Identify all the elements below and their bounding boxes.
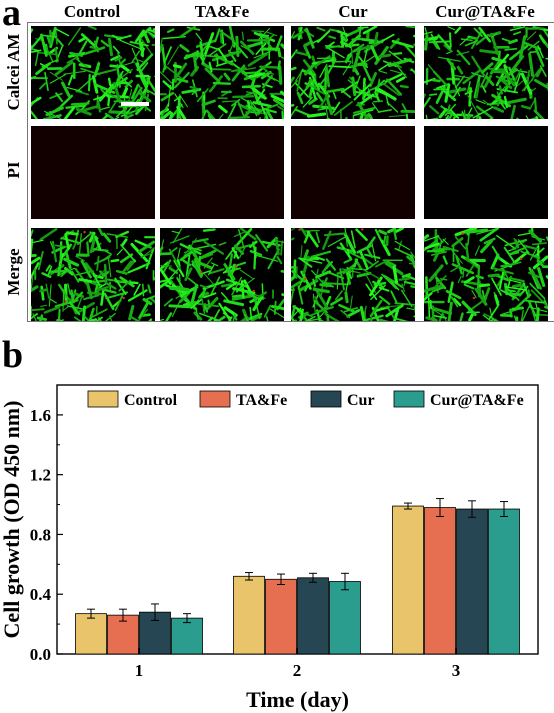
y-axis-label: Cell growth (OD 450 nm) [0,401,24,639]
bar [265,578,297,655]
bar [392,505,424,655]
y-tick-label: 0.0 [30,645,51,664]
legend-swatch [87,390,119,408]
legend-label: Control [124,392,178,409]
micrograph-merge-0 [31,228,155,321]
micrograph-calcein-2 [291,26,415,119]
panel-b-letter: b [2,334,24,376]
column-header-cur-tafe: Cur@TA&Fe [435,2,535,21]
bar [233,575,265,655]
micrograph-calcein-0 [31,26,155,119]
row-header-pi: PI [4,161,23,179]
bar [171,617,203,655]
y-tick-label: 0.8 [30,525,51,544]
panel-a-letter: a [2,0,21,34]
micrograph-calcein-1 [160,26,284,119]
column-header-cur: Cur [338,2,368,21]
column-header-tafe: TA&Fe [194,2,250,21]
micrograph-pi-3 [424,126,548,219]
bar [297,577,329,655]
column-header-control: Control [63,2,121,21]
legend-swatch [393,390,425,408]
micrograph-merge-2 [291,228,415,321]
bar [456,508,488,655]
legend-label: Cur [347,392,375,409]
x-axis-label: Time (day) [246,687,349,712]
bar [75,613,107,655]
micrograph-grid-frame [27,22,554,322]
bar-chart: 0.0 0.4 0.8 1.2 1.6 1 2 3 Control TA&Fe Cur Cur@TA&… [0,384,539,712]
legend-label: TA&Fe [236,392,287,409]
micrograph-merge-1 [160,228,284,321]
x-tick-label: 2 [293,661,302,680]
bar [488,508,520,655]
scale-bar [121,102,149,106]
bar [329,581,361,655]
x-tick-label: 3 [452,661,461,680]
micrograph-pi-0 [31,126,155,219]
x-tick-label: 1 [135,661,144,680]
row-header-merge: Merge [4,248,23,296]
legend-swatch [310,390,342,408]
y-tick-label: 1.6 [30,406,51,425]
legend-swatch [199,390,231,408]
row-header-calcein: Calcei AM [4,33,23,111]
legend-label: Cur@TA&Fe [430,392,524,409]
micrograph-pi-1 [160,126,284,219]
y-tick-label: 0.4 [30,585,52,604]
micrograph-merge-3 [424,228,548,321]
micrograph-calcein-3 [424,26,548,119]
y-tick-label: 1.2 [30,466,51,485]
micrograph-pi-2 [291,126,415,219]
bar [424,507,456,655]
